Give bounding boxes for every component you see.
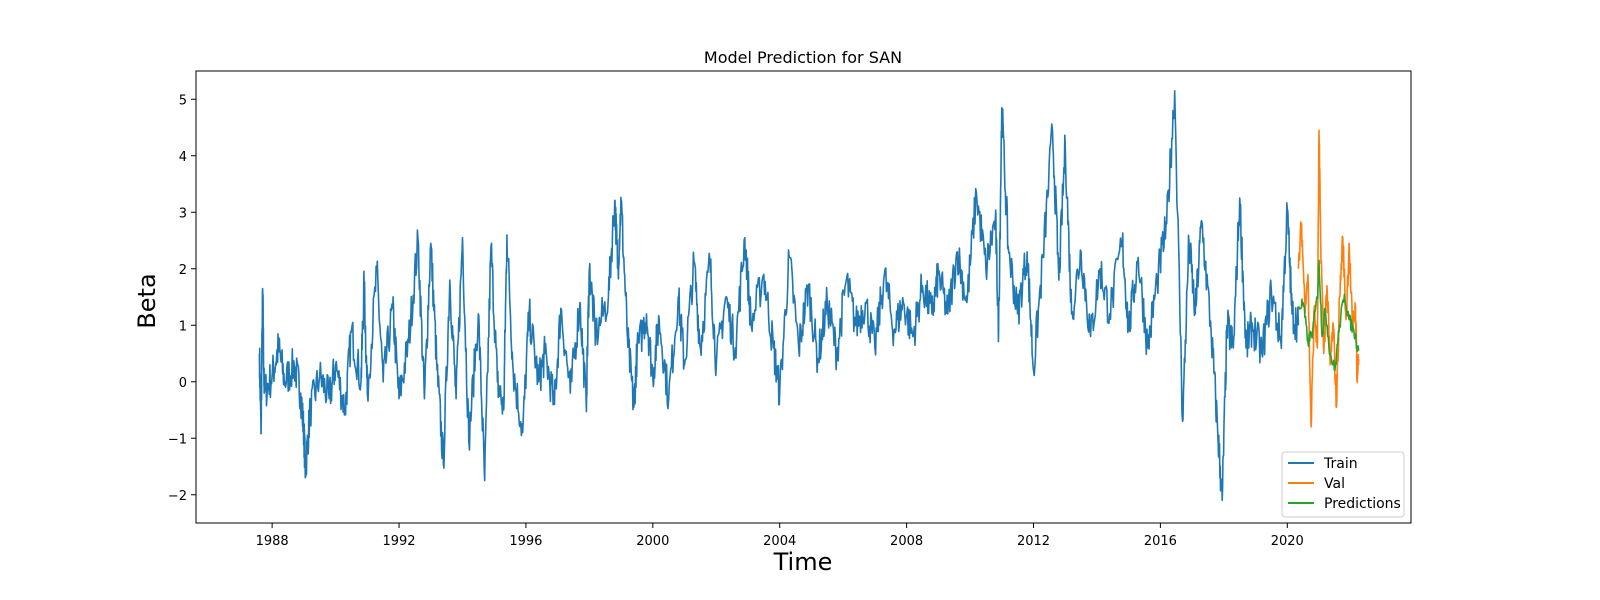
- x-tick-label: 2020: [1271, 534, 1304, 549]
- x-tick-label: 1992: [382, 534, 415, 549]
- plot-frame: [195, 70, 1412, 524]
- x-axis-label: Time: [773, 548, 833, 576]
- x-tick-label: 2008: [890, 534, 923, 549]
- x-tick-label: 2012: [1017, 534, 1050, 549]
- y-tick-label: −1: [168, 432, 187, 447]
- series-line-predictions: [1297, 259, 1360, 372]
- plot-area: [258, 90, 1360, 502]
- y-tick-label: 5: [179, 93, 187, 108]
- y-tick-label: 2: [179, 263, 187, 278]
- y-axis: −2 −1 0 1 2 3 4 5: [168, 93, 196, 504]
- y-axis-label: Beta: [133, 273, 161, 328]
- chart-title: Model Prediction for SAN: [704, 48, 902, 67]
- x-axis: 1988 1992 1996 2000 2004 2008 2012 2016 2020: [256, 523, 1304, 549]
- x-tick-label: 2000: [636, 534, 669, 549]
- y-tick-label: −2: [168, 489, 187, 504]
- x-tick-label: 2016: [1144, 534, 1177, 549]
- legend-label-train: Train: [1323, 456, 1358, 472]
- legend-box: [1281, 451, 1405, 518]
- x-tick-label: 1988: [256, 534, 289, 549]
- series-line-val: [1297, 129, 1360, 428]
- y-tick-label: 0: [179, 376, 187, 391]
- y-tick-label: 3: [179, 206, 187, 221]
- legend-label-predictions: Predictions: [1324, 496, 1401, 512]
- series-line-train: [258, 90, 1300, 502]
- y-tick-label: 1: [179, 319, 187, 334]
- legend: Train Val Predictions: [1281, 451, 1405, 518]
- x-tick-label: 2004: [763, 534, 796, 549]
- legend-label-val: Val: [1324, 476, 1345, 492]
- y-tick-label: 4: [179, 150, 187, 165]
- x-tick-label: 1996: [509, 534, 542, 549]
